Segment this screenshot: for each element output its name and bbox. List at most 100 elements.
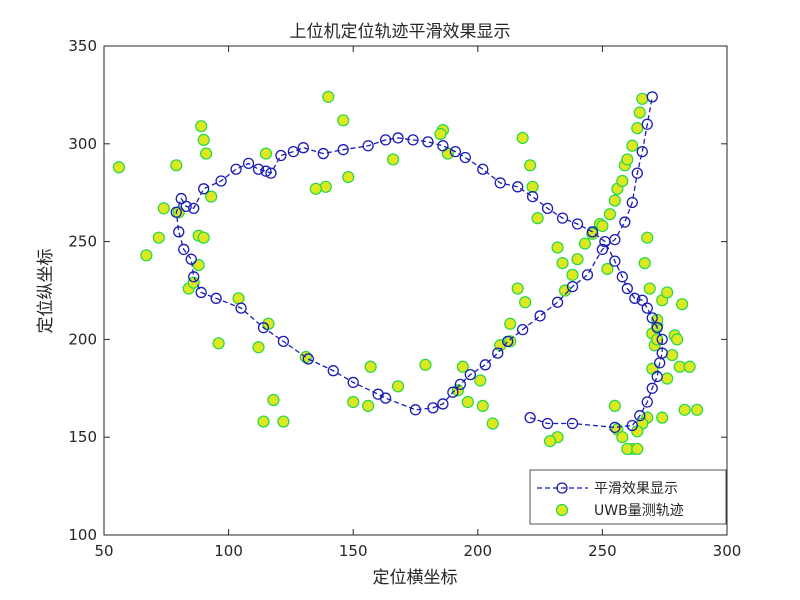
- uwb-point: [683, 360, 696, 373]
- series-layer: [112, 90, 704, 456]
- smoothed-point: [634, 410, 646, 422]
- uwb-point: [616, 431, 629, 444]
- uwb-point: [195, 120, 208, 133]
- smoothed-point: [619, 216, 631, 228]
- smoothed-point: [512, 181, 524, 193]
- uwb-point: [511, 282, 524, 295]
- legend-label-uwb: UWB量测轨迹: [594, 503, 684, 519]
- smoothed-point: [586, 226, 599, 238]
- uwb-point: [257, 415, 270, 428]
- uwb-point: [322, 90, 335, 103]
- smoothed-point: [641, 302, 653, 314]
- y-tick-label: 150: [68, 428, 97, 446]
- uwb-point: [461, 395, 474, 409]
- uwb-point: [646, 362, 659, 375]
- uwb-point: [608, 399, 621, 413]
- uwb-point: [578, 237, 592, 250]
- uwb-point: [419, 358, 432, 371]
- smoothed-point: [524, 411, 536, 424]
- uwb-point: [187, 276, 200, 289]
- smoothed-point: [260, 165, 272, 177]
- x-tick-label: 150: [339, 542, 368, 560]
- uwb-point: [319, 180, 332, 193]
- uwb-point: [556, 257, 569, 270]
- smoothed-point: [646, 312, 658, 324]
- uwb-point: [603, 208, 616, 221]
- smoothed-point: [626, 419, 638, 432]
- smoothed-point: [188, 271, 200, 283]
- smoothed-point: [626, 196, 638, 209]
- y-tick-label: 100: [68, 526, 97, 544]
- smoothed-point: [235, 302, 247, 314]
- smoothed-point: [257, 322, 270, 334]
- smoothed-point: [566, 417, 579, 430]
- smoothed-point: [195, 286, 207, 299]
- uwb-point: [566, 268, 579, 281]
- uwb-point: [621, 153, 634, 166]
- chart-title: 上位机定位轨迹平滑效果显示: [290, 22, 511, 42]
- plot-area: [104, 46, 727, 535]
- uwb-point: [504, 335, 517, 348]
- smoothed-point: [362, 140, 374, 152]
- smoothed-point: [277, 335, 290, 348]
- x-tick-label: 100: [214, 542, 243, 560]
- uwb-point: [200, 147, 213, 160]
- uwb-point: [676, 298, 689, 311]
- smoothed-point: [566, 280, 579, 293]
- uwb-point: [531, 212, 544, 225]
- uwb-point: [474, 374, 487, 387]
- uwb-point: [616, 174, 629, 188]
- smoothed-point: [534, 310, 546, 322]
- smoothed-point: [541, 202, 554, 214]
- uwb-point: [666, 348, 679, 362]
- legend-marker-uwb: [555, 503, 569, 517]
- smoothed-point: [636, 145, 648, 158]
- smoothed-point: [541, 417, 554, 430]
- smoothed-point: [175, 192, 187, 205]
- smoothed-point: [185, 253, 197, 265]
- smoothed-point: [449, 145, 462, 158]
- smoothed-point: [327, 365, 339, 377]
- smoothed-point: [459, 151, 471, 164]
- uwb-point: [197, 133, 210, 146]
- smoothed-point: [173, 226, 185, 238]
- uwb-point: [157, 202, 170, 215]
- uwb-point: [519, 296, 532, 309]
- uwb-point: [633, 106, 646, 119]
- legend-label-smoothed: 平滑效果显示: [594, 480, 678, 497]
- smoothed-trajectory-line: [175, 96, 663, 429]
- x-tick-label: 200: [463, 542, 492, 560]
- uwb-point: [551, 241, 564, 254]
- uwb-point: [678, 403, 691, 416]
- smoothed-point: [581, 269, 594, 281]
- uwb-point: [601, 262, 614, 276]
- smoothed-point: [651, 322, 663, 334]
- smoothed-point: [437, 398, 449, 410]
- uwb-point: [277, 415, 290, 428]
- smoothed-point: [631, 167, 643, 179]
- y-tick-label: 250: [68, 233, 97, 251]
- y-tick-label: 200: [68, 330, 97, 348]
- smoothed-point: [275, 149, 287, 162]
- smoothed-point: [517, 323, 529, 336]
- uwb-point: [170, 159, 183, 172]
- smoothed-point: [427, 402, 439, 414]
- smoothed-point: [571, 218, 584, 230]
- smoothed-point: [407, 134, 419, 146]
- smoothed-point: [651, 370, 663, 383]
- smoothed-point: [379, 134, 392, 146]
- smoothed-point: [447, 386, 459, 398]
- uwb-point: [456, 360, 469, 373]
- y-tick-label: 350: [68, 37, 97, 55]
- smoothed-point: [646, 91, 658, 103]
- uwb-point: [636, 92, 649, 105]
- smoothed-point: [616, 271, 628, 283]
- smoothed-point: [556, 212, 569, 224]
- uwb-point: [309, 182, 322, 195]
- smoothed-point: [526, 190, 539, 203]
- smoothed-point: [641, 396, 653, 408]
- uwb-point: [621, 442, 634, 456]
- smoothed-point: [347, 376, 359, 389]
- uwb-point: [112, 161, 126, 174]
